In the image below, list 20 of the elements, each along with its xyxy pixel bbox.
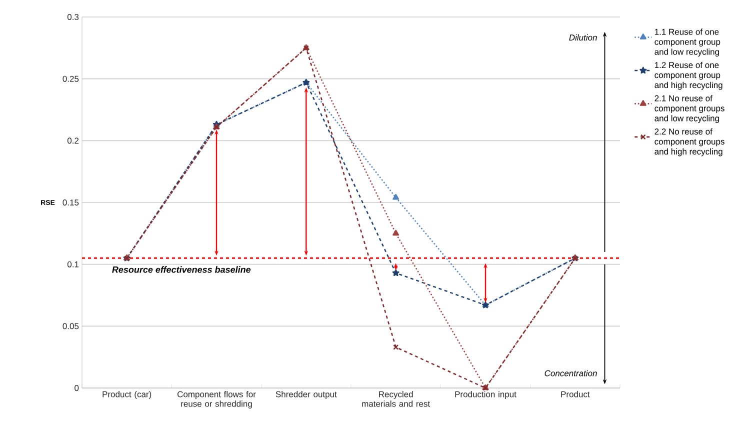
legend-label: 2.2 No reuse of component groups and high recycling: [654, 128, 724, 156]
annotation: Concentration: [544, 370, 597, 376]
y-tick-label: 0.25: [62, 76, 79, 82]
y-tick-label: 0.15: [62, 199, 79, 206]
x-tick-label: Production input: [455, 391, 516, 399]
x-tick-label: Product (car): [102, 391, 152, 399]
x-tick-label: Product: [561, 391, 590, 398]
y-tick-label: 0.1: [67, 261, 79, 268]
ref-line-label: Resource effectiveness baseline: [112, 266, 251, 273]
annotation: Dilution: [569, 34, 597, 41]
y-tick-label: 0: [74, 384, 79, 392]
x-tick-label: Component flows for reuse or shredding: [177, 391, 256, 408]
x-tick-label: Recycled materials and rest: [362, 391, 430, 407]
legend-label: 1.2 Reuse of one component group and high recycling: [654, 62, 722, 90]
y-tick-label: 0.3: [67, 14, 79, 20]
y-tick-label: 0.05: [62, 323, 79, 330]
legend-label: 2.1 No reuse of component groups and low recycling: [654, 95, 724, 123]
y-tick-label: 0.2: [67, 138, 79, 144]
legend-label: 1.1 Reuse of one component group and low recycling: [654, 28, 720, 57]
x-tick-label: Shredder output: [276, 391, 337, 399]
